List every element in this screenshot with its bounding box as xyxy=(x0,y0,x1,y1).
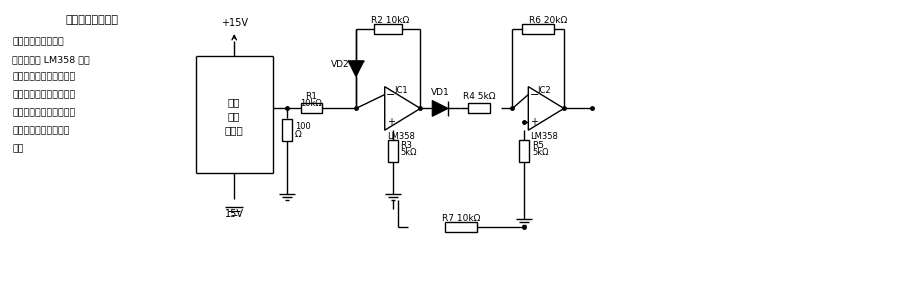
Text: 交流电流检测电路: 交流电流检测电路 xyxy=(65,15,118,25)
Text: 100: 100 xyxy=(295,122,311,131)
Text: 检测出的交流电流信号经: 检测出的交流电流信号经 xyxy=(13,91,76,100)
Bar xyxy=(468,104,490,113)
Text: VD1: VD1 xyxy=(431,88,450,97)
Bar xyxy=(519,140,529,162)
Bar xyxy=(387,140,398,162)
Text: LM358: LM358 xyxy=(530,132,558,141)
Text: 后输出的是脉动直流信: 后输出的是脉动直流信 xyxy=(13,126,70,135)
Text: 传感器: 传感器 xyxy=(224,125,244,135)
Polygon shape xyxy=(385,87,420,130)
Text: 号。: 号。 xyxy=(13,144,24,153)
Text: 围元器件组成。霍尔元件: 围元器件组成。霍尔元件 xyxy=(13,73,76,82)
Bar xyxy=(282,119,291,141)
Text: R6 20kΩ: R6 20kΩ xyxy=(529,16,567,25)
Bar xyxy=(522,24,554,34)
Polygon shape xyxy=(432,100,448,116)
Polygon shape xyxy=(348,61,364,77)
Text: IC2: IC2 xyxy=(538,86,551,95)
Text: R4 5kΩ: R4 5kΩ xyxy=(463,92,495,101)
Text: R5: R5 xyxy=(532,141,544,149)
Bar xyxy=(300,104,322,113)
Text: +15V: +15V xyxy=(221,18,247,28)
Text: +: + xyxy=(387,117,395,127)
Text: 效应: 效应 xyxy=(228,111,241,121)
Text: IC1: IC1 xyxy=(394,86,408,95)
Text: 10kΩ: 10kΩ xyxy=(300,99,322,108)
Text: R7 10kΩ: R7 10kΩ xyxy=(442,214,480,223)
Text: R3: R3 xyxy=(400,141,412,149)
Text: −: − xyxy=(529,89,539,100)
Bar xyxy=(375,24,402,34)
Text: 15V: 15V xyxy=(224,209,244,219)
Text: 5kΩ: 5kΩ xyxy=(532,149,549,157)
Text: 电路由霍尔效应传感: 电路由霍尔效应传感 xyxy=(13,37,64,46)
Text: +: + xyxy=(530,117,539,127)
Text: 霍尔: 霍尔 xyxy=(228,97,241,107)
Text: Ω: Ω xyxy=(295,130,301,139)
Bar xyxy=(445,222,477,232)
Text: 5kΩ: 5kΩ xyxy=(400,149,417,157)
Text: −: − xyxy=(386,89,396,100)
Polygon shape xyxy=(529,87,564,130)
Text: R2 10kΩ: R2 10kΩ xyxy=(371,16,409,25)
Text: 器、放大器 LM358 和外: 器、放大器 LM358 和外 xyxy=(13,55,90,64)
Text: R1: R1 xyxy=(305,92,318,101)
Text: LM358: LM358 xyxy=(387,132,415,141)
Text: 精密整流电路整流、放大: 精密整流电路整流、放大 xyxy=(13,108,76,117)
Text: VD2: VD2 xyxy=(331,60,350,69)
